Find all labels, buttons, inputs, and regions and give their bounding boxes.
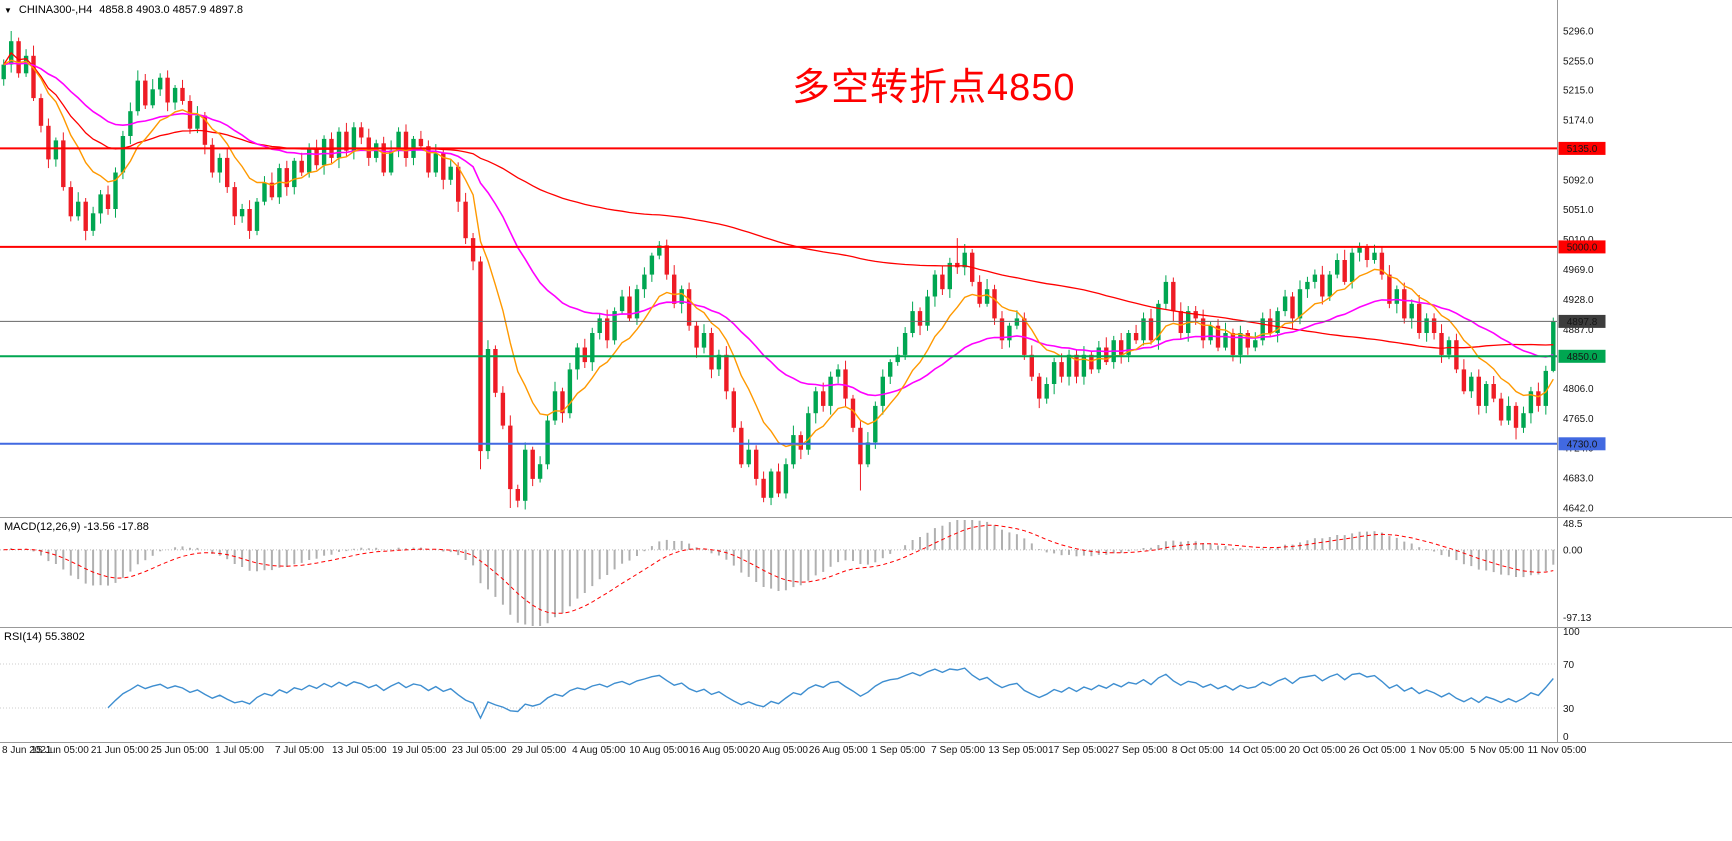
svg-text:19 Jul 05:00: 19 Jul 05:00 xyxy=(392,745,447,756)
svg-text:4806.0: 4806.0 xyxy=(1563,384,1594,395)
svg-text:10 Aug 05:00: 10 Aug 05:00 xyxy=(629,745,688,756)
svg-text:29 Jul 05:00: 29 Jul 05:00 xyxy=(512,745,567,756)
svg-text:4 Aug 05:00: 4 Aug 05:00 xyxy=(572,745,626,756)
svg-text:27 Sep 05:00: 27 Sep 05:00 xyxy=(1108,745,1168,756)
svg-text:21 Jun 05:00: 21 Jun 05:00 xyxy=(91,745,149,756)
svg-text:100: 100 xyxy=(1563,627,1580,638)
svg-text:13 Sep 05:00: 13 Sep 05:00 xyxy=(988,745,1048,756)
svg-text:1 Nov 05:00: 1 Nov 05:00 xyxy=(1410,745,1464,756)
svg-text:26 Aug 05:00: 26 Aug 05:00 xyxy=(809,745,868,756)
svg-text:5296.0: 5296.0 xyxy=(1563,27,1594,38)
svg-text:4887.0: 4887.0 xyxy=(1563,325,1594,336)
svg-text:5 Nov 05:00: 5 Nov 05:00 xyxy=(1470,745,1524,756)
svg-text:14 Oct 05:00: 14 Oct 05:00 xyxy=(1229,745,1287,756)
chart-annotation-text: 多空转折点4850 xyxy=(792,67,1076,109)
svg-text:16 Aug 05:00: 16 Aug 05:00 xyxy=(689,745,748,756)
svg-text:0.00: 0.00 xyxy=(1563,545,1583,556)
svg-text:4850.0: 4850.0 xyxy=(1567,352,1598,363)
svg-text:20 Aug 05:00: 20 Aug 05:00 xyxy=(749,745,808,756)
one-click-panel-toggle-icon[interactable]: ▼ xyxy=(4,5,12,15)
svg-text:48.5: 48.5 xyxy=(1563,519,1583,530)
svg-text:8 Oct 05:00: 8 Oct 05:00 xyxy=(1172,745,1224,756)
svg-text:5000.0: 5000.0 xyxy=(1567,242,1598,253)
panel-separators xyxy=(0,0,1732,743)
svg-text:4765.0: 4765.0 xyxy=(1563,414,1594,425)
rsi-indicator-label: RSI(14) 55.3802 xyxy=(4,631,85,643)
candles-layer xyxy=(1,31,1556,510)
svg-text:8 Jun 2021: 8 Jun 2021 xyxy=(2,745,52,756)
ohlc-values: 4858.8 4903.0 4857.9 4897.8 xyxy=(99,4,244,16)
svg-text:4730.0: 4730.0 xyxy=(1567,439,1598,450)
macd-axis[interactable]: 48.5 0.00 -97.13 xyxy=(1563,519,1592,624)
ma-fast-line xyxy=(3,59,1554,448)
svg-text:5135.0: 5135.0 xyxy=(1567,144,1598,155)
svg-text:70: 70 xyxy=(1563,660,1575,671)
svg-text:23 Jul 05:00: 23 Jul 05:00 xyxy=(452,745,507,756)
svg-text:4683.0: 4683.0 xyxy=(1563,474,1594,485)
svg-text:5255.0: 5255.0 xyxy=(1563,56,1594,67)
svg-text:7 Jul 05:00: 7 Jul 05:00 xyxy=(275,745,324,756)
svg-text:5051.0: 5051.0 xyxy=(1563,205,1594,216)
price-tags: 5135.0 5000.0 4850.0 4730.0 4897.8 xyxy=(1558,141,1606,450)
svg-text:5092.0: 5092.0 xyxy=(1563,175,1594,186)
macd-indicator-label: MACD(12,26,9) -13.56 -17.88 xyxy=(4,521,149,533)
svg-text:4897.8: 4897.8 xyxy=(1567,317,1598,328)
macd-signal-line xyxy=(3,524,1554,614)
svg-text:30: 30 xyxy=(1563,704,1575,715)
svg-text:4642.0: 4642.0 xyxy=(1563,504,1594,515)
macd-histogram xyxy=(10,520,1555,626)
horizontal-levels xyxy=(0,147,1557,445)
rsi-axis[interactable]: 100 70 30 0 xyxy=(1563,627,1580,743)
chart-info-bar: ▼ CHINA300-,H4 4858.8 4903.0 4857.9 4897… xyxy=(4,4,243,16)
svg-text:7 Sep 05:00: 7 Sep 05:00 xyxy=(931,745,985,756)
svg-text:11 Nov 05:00: 11 Nov 05:00 xyxy=(1528,745,1587,756)
svg-text:4928.0: 4928.0 xyxy=(1563,295,1594,306)
symbol-period-label: CHINA300-,H4 xyxy=(18,4,93,16)
svg-text:4969.0: 4969.0 xyxy=(1563,265,1594,276)
svg-text:5174.0: 5174.0 xyxy=(1563,115,1594,126)
svg-text:25 Jun 05:00: 25 Jun 05:00 xyxy=(151,745,209,756)
svg-text:-97.13: -97.13 xyxy=(1563,613,1592,624)
rsi-line xyxy=(107,667,1554,720)
svg-text:15 Jun 05:00: 15 Jun 05:00 xyxy=(31,745,89,756)
svg-text:17 Sep 05:00: 17 Sep 05:00 xyxy=(1048,745,1108,756)
svg-text:26 Oct 05:00: 26 Oct 05:00 xyxy=(1349,745,1407,756)
ma-mid-line xyxy=(3,62,1554,397)
svg-text:20 Oct 05:00: 20 Oct 05:00 xyxy=(1289,745,1347,756)
svg-text:0: 0 xyxy=(1563,732,1569,743)
svg-text:1 Jul 05:00: 1 Jul 05:00 xyxy=(215,745,264,756)
svg-text:5215.0: 5215.0 xyxy=(1563,86,1594,97)
svg-text:1 Sep 05:00: 1 Sep 05:00 xyxy=(871,745,925,756)
svg-text:13 Jul 05:00: 13 Jul 05:00 xyxy=(332,745,387,756)
